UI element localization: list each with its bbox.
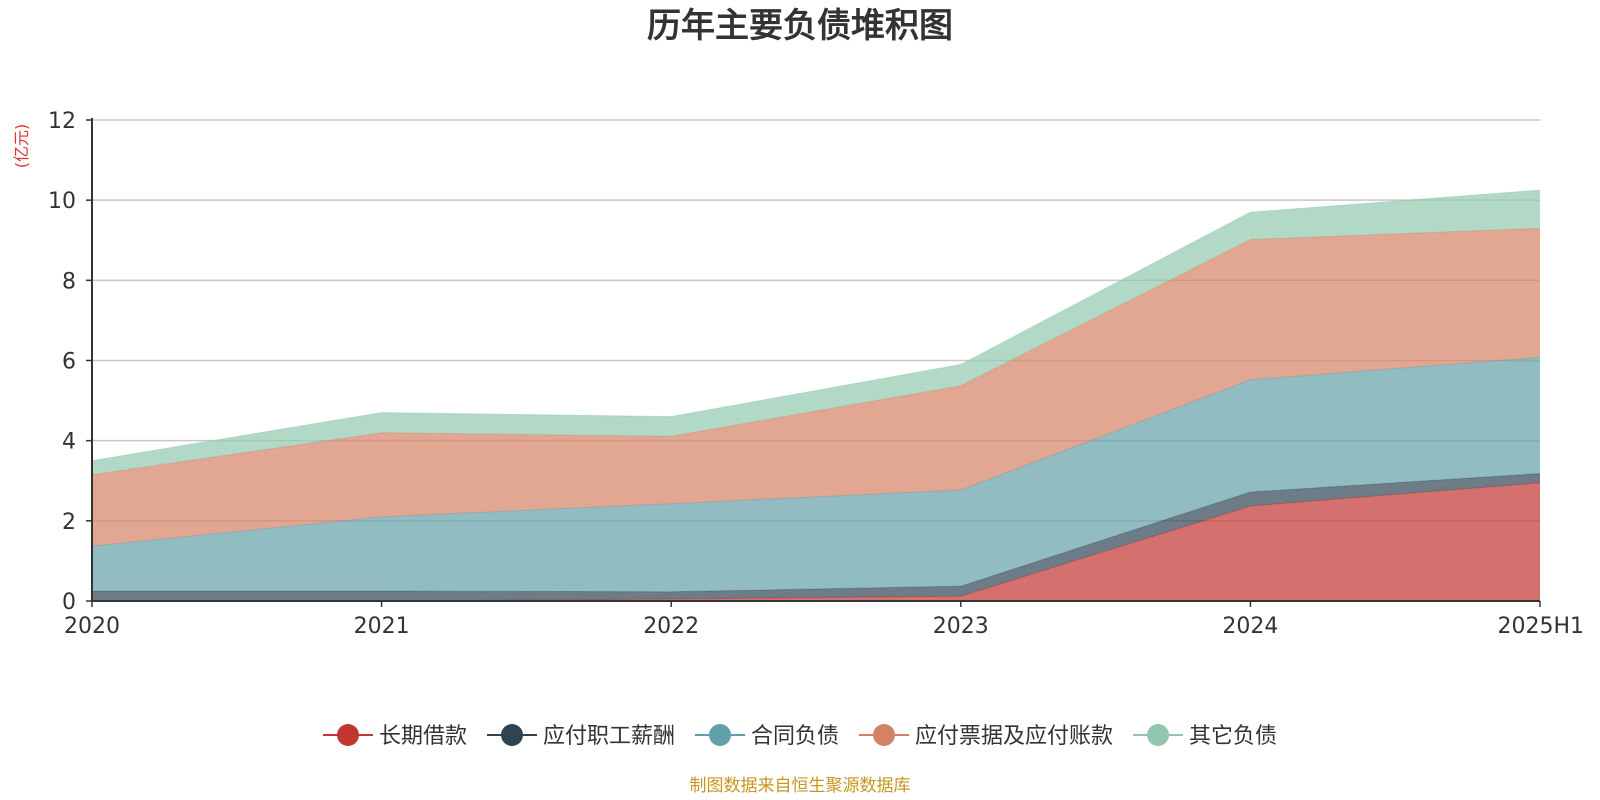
area-series-2	[92, 473, 1540, 601]
legend: 长期借款 应付职工薪酬 合同负债 应付票据及应付账款 其它负债	[323, 724, 1277, 749]
legend-label: 合同负债	[751, 724, 839, 749]
legend-item-3[interactable]: 合同负债	[695, 724, 839, 749]
x-tick-label: 2025H1	[1497, 614, 1584, 639]
legend-item-2[interactable]: 应付职工薪酬	[487, 724, 675, 749]
area-series-4	[92, 228, 1540, 547]
legend-label: 应付职工薪酬	[543, 724, 675, 749]
y-axis-unit-label: (亿元)	[12, 124, 31, 169]
y-tick-label: 10	[48, 189, 76, 214]
x-tick-label: 2024	[1222, 614, 1278, 639]
area-series-1	[92, 482, 1540, 601]
x-tick-label: 2021	[354, 614, 410, 639]
legend-label: 长期借款	[379, 724, 467, 749]
y-tick-label: 12	[48, 109, 76, 134]
y-tick-label: 8	[62, 269, 76, 294]
legend-marker-icon	[501, 724, 523, 746]
x-tick-label: 2023	[933, 614, 989, 639]
x-tick-label: 2020	[64, 614, 120, 639]
area-series-group	[91, 189, 1541, 602]
y-tick-label: 2	[62, 510, 76, 535]
source-note: 制图数据来自恒生聚源数据库	[690, 776, 911, 796]
series-line-5	[91, 189, 1541, 462]
axes: 0 2 4 6 8 10 12 2020 2021 2022 2023 2024 2025H1	[48, 109, 1584, 639]
legend-item-4[interactable]: 应付票据及应付账款	[859, 724, 1113, 749]
chart-title: 历年主要负债堆积图	[647, 6, 953, 46]
legend-marker-icon	[873, 724, 895, 746]
y-tick-label: 4	[62, 430, 76, 455]
legend-label: 应付票据及应付账款	[915, 724, 1113, 749]
x-tick-label: 2022	[643, 614, 699, 639]
y-tick-label: 0	[62, 590, 76, 615]
legend-item-1[interactable]: 长期借款	[323, 724, 467, 749]
legend-label: 其它负债	[1189, 724, 1277, 749]
legend-marker-icon	[337, 724, 359, 746]
legend-marker-icon	[1147, 724, 1169, 746]
area-series-3	[92, 357, 1540, 592]
legend-item-5[interactable]: 其它负债	[1133, 724, 1277, 749]
legend-marker-icon	[709, 724, 731, 746]
y-tick-label: 6	[62, 350, 76, 375]
area-series-5	[92, 190, 1540, 475]
